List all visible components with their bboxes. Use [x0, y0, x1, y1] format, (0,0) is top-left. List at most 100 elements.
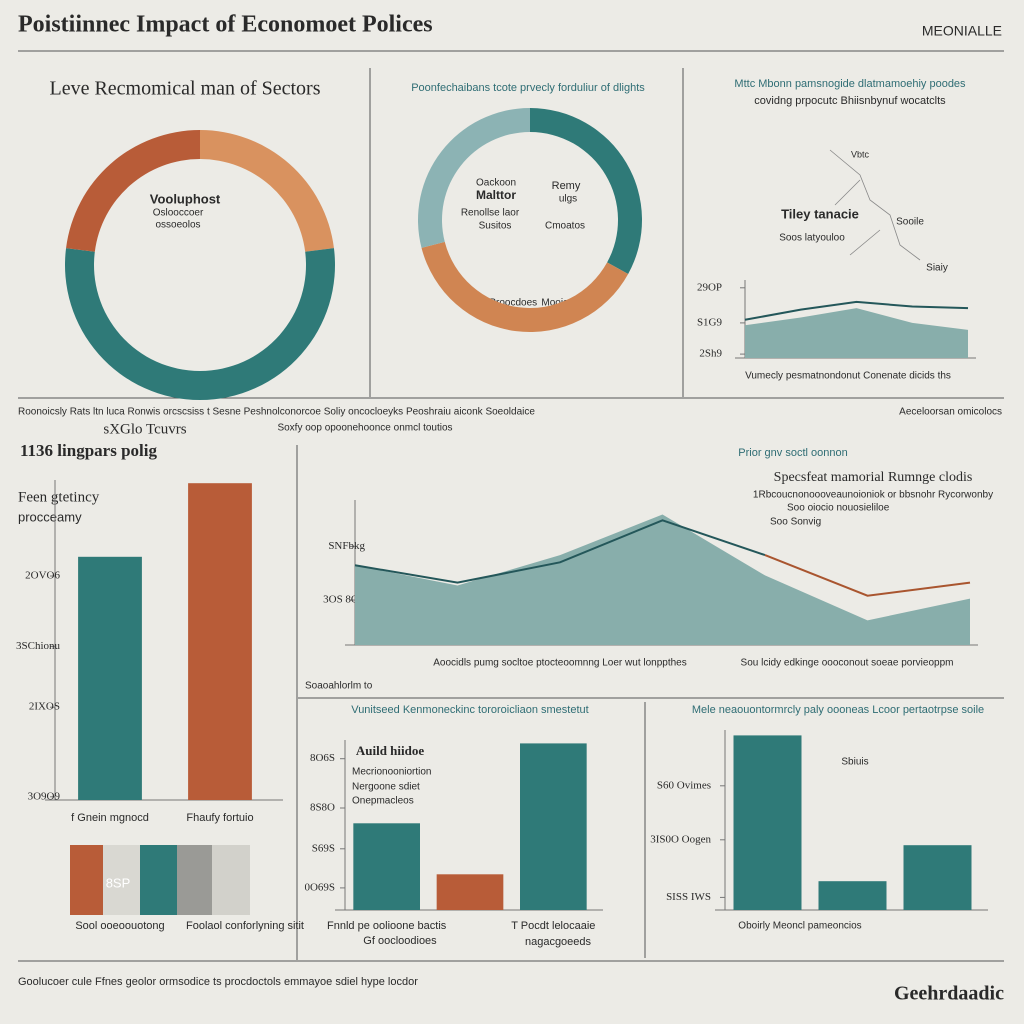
chart-title: Poonfechaibans tcote prvecly forduliur o… [411, 82, 645, 94]
strip [103, 845, 140, 915]
chart-title: Leve Recmomical man of Sectors [49, 78, 320, 100]
bar [903, 845, 972, 910]
annotation: ossoeolos [155, 220, 200, 231]
annotation: Feen gtetincy [18, 489, 100, 505]
section-text: Soaoahlorlm to [305, 681, 373, 692]
annotation: procceamy [18, 509, 82, 524]
chart-title: Vunitseed Kenmoneckinc tororoicliaon sme… [351, 704, 588, 716]
bar [78, 556, 142, 800]
annotation-lines [829, 149, 921, 261]
annotation: Foolaol conforlyning sitit [186, 920, 304, 932]
chart-title: Prior gnv soctl oonnon [738, 447, 847, 459]
annotation: Nergoone sdiet [352, 782, 420, 793]
annotation: Gf oocloodioes [363, 935, 437, 947]
y-tick-label: S60 Ovimes [657, 779, 711, 791]
chart-subtitle: covidng prpocutc Bhiisnbynuf wocatclts [754, 95, 946, 107]
y-tick-label: S1G9 [697, 316, 723, 328]
badge: MEONIALLE [922, 23, 1002, 39]
x-tick-label: Fhaufy fortuio [186, 812, 253, 824]
section-text: Soxfy oop opoonehoonce onmcl toutios [277, 423, 452, 434]
pie-slice [200, 130, 334, 252]
section-text: Aeceloorsan omicolocs [899, 407, 1002, 418]
line [744, 300, 969, 321]
strip [70, 845, 103, 915]
y-tick-label: 3SChionu [16, 640, 61, 652]
annotation: Mecrionooniortion [352, 767, 432, 778]
x-tick-label: Fnnld pe oolioone bactis [327, 920, 447, 932]
y-tick-label: 2OVO6 [25, 570, 60, 582]
line [764, 554, 971, 597]
y-tick-label: 2IXOS [29, 701, 60, 713]
annotation: Tiley tanacie [781, 206, 859, 221]
y-tick-label: 3O9O9 [28, 790, 61, 802]
chart-subtitle: sXGlo Tcuvrs [103, 421, 186, 437]
strip [140, 845, 177, 915]
annotation: Vooluphost [150, 191, 221, 206]
pie-slice [530, 108, 643, 274]
annotation: Specsfeat mamorial Rumnge clodis [774, 470, 973, 485]
axis-label: Sou lcidy edkinge oooconout soeae porvie… [741, 658, 954, 669]
bar [733, 735, 802, 910]
annotation: Cmoatos [545, 221, 585, 232]
y-tick-label: 0O69S [304, 881, 335, 893]
annotation: Malttor [476, 188, 516, 202]
annotation: Oackoon [476, 178, 516, 189]
strip [177, 845, 212, 915]
area [745, 308, 968, 358]
pie-slice [421, 241, 629, 333]
annotation: Soo Sonvig [770, 517, 821, 528]
bar [436, 874, 504, 910]
axis-label: Aoocidls pumg socltoe ptocteoomnng Loer … [433, 658, 687, 669]
annotation: Sbiuis [841, 757, 868, 768]
annotation: Auild hiidoe [356, 743, 425, 758]
bar [520, 743, 587, 910]
footer-brand: Geehrdaadic [894, 983, 1004, 1005]
axis-label: Oboirly Meoncl pameoncios [738, 921, 861, 932]
annotation: Renollse laor [461, 208, 520, 219]
x-tick-label: f Gnein mgnocd [71, 812, 149, 824]
annotation: Susitos [479, 221, 512, 232]
x-tick-label: T Pocdt lelocaaie [511, 920, 595, 932]
chart-title: 1136 lingpars polig [20, 441, 157, 460]
strip [212, 845, 250, 915]
pie-slice [64, 248, 335, 401]
section-text: Roonoicsly Rats ltn luca Ronwis orcscsis… [18, 407, 535, 418]
annotation: Siaiy [926, 263, 948, 274]
annotation: ulgs [559, 194, 577, 205]
bar [188, 483, 252, 800]
bar [353, 823, 420, 910]
page-title: Poistiinnec Impact of Economoet Polices [18, 12, 433, 38]
pie-slice [66, 130, 200, 252]
annotation: nagacgoeeds [525, 936, 592, 948]
annotation: Onepmacleos [352, 796, 414, 807]
annotation: 8SP [106, 875, 131, 890]
y-tick-label: 2Sh9 [699, 348, 722, 360]
annotation: Remy [552, 180, 581, 192]
y-tick-label: 3IS0O Oogen [650, 833, 711, 845]
annotation: Vbtc [851, 149, 870, 159]
y-tick-label: 3OS 8OS [323, 594, 365, 606]
axis-label: Vumecly pesmatnondonut Conenate dicids t… [745, 371, 951, 382]
annotation: Rroocdoes [489, 298, 537, 309]
y-tick-label: 29OP [697, 281, 722, 293]
footer-text: Goolucoer cule Ffnes geolor ormsodice ts… [18, 976, 418, 988]
annotation: Soos latyouloo [779, 233, 845, 244]
annotation: Oslooccoer [153, 208, 204, 219]
y-tick-label: S69S [312, 842, 335, 854]
annotation: Sooile [896, 217, 924, 228]
line [354, 519, 766, 584]
y-tick-label: SNFbkg [328, 540, 365, 552]
bar [818, 881, 887, 910]
y-tick-label: 8O6S [310, 752, 335, 764]
area [355, 514, 970, 645]
annotation: Sool ooeoouotong [75, 920, 164, 932]
y-tick-label: 8S8O [310, 802, 335, 814]
annotation: 1Rbcoucnonoooveaunoioniok or bbsnohr Ryc… [753, 490, 993, 501]
annotation: Soo oiocio nouosieliloe [787, 503, 890, 514]
y-tick-label: SISS IWS [666, 891, 711, 903]
chart-title: Mttc Mbonn pamsnogide dlatmamoehiy poode… [734, 78, 966, 90]
pie-slice [418, 108, 530, 248]
chart-title: Mele neaouontormrcly paly oooneas Lcoor … [692, 704, 984, 716]
